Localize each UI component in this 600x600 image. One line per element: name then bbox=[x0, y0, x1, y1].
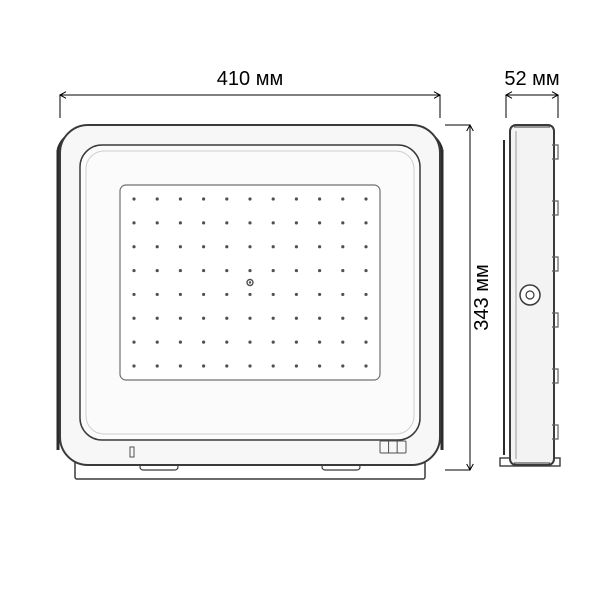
side-view bbox=[500, 125, 560, 466]
width-label: 410 мм bbox=[217, 68, 283, 90]
height-label: 343 мм bbox=[471, 264, 493, 330]
depth-label: 52 мм bbox=[504, 68, 559, 90]
dimensional-drawing: 410 мм 52 мм 343 мм bbox=[0, 0, 600, 600]
front-view bbox=[58, 125, 442, 479]
